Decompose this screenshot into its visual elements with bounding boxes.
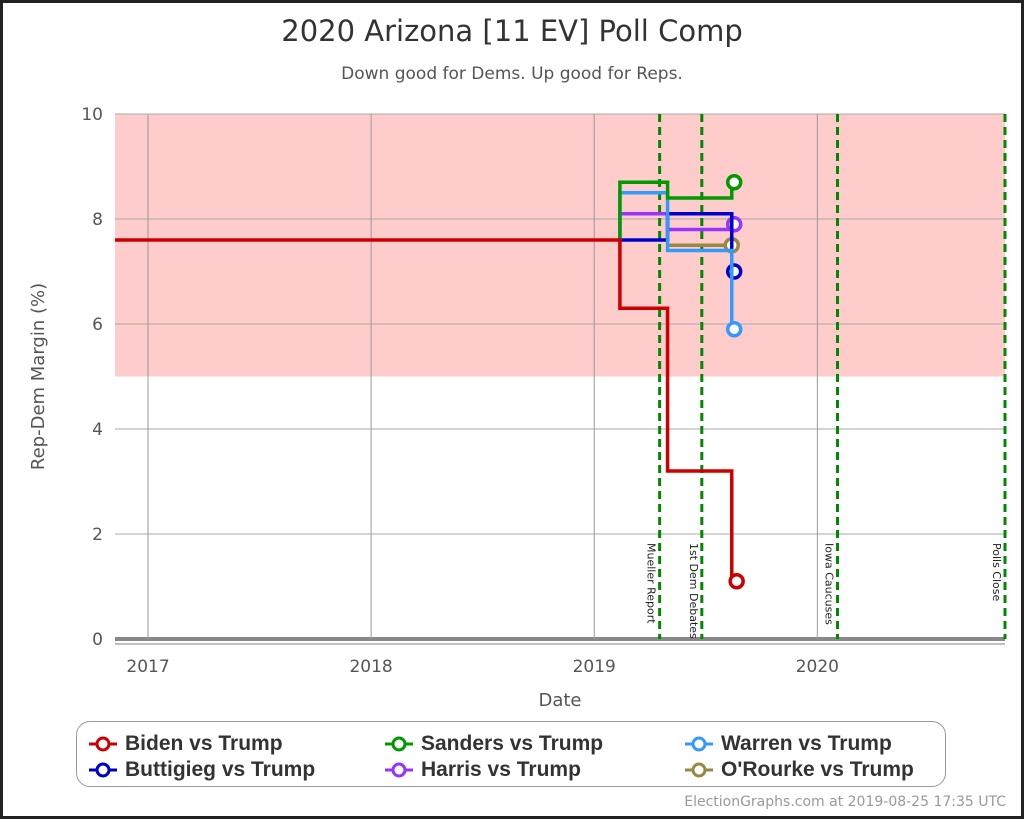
legend-item[interactable]: Harris vs Trump xyxy=(385,758,581,782)
legend-marker-icon xyxy=(685,762,713,778)
x-tick-label: 2020 xyxy=(796,657,839,677)
series-endpoint xyxy=(725,321,743,338)
event-label: Mueller Report xyxy=(645,543,658,624)
legend-item[interactable]: Buttigieg vs Trump xyxy=(89,758,315,782)
legend-label: Sanders vs Trump xyxy=(421,732,604,755)
legend-marker-icon xyxy=(89,762,117,778)
series-line xyxy=(115,238,737,583)
legend-item[interactable]: Biden vs Trump xyxy=(89,732,283,756)
x-tick-label: 2018 xyxy=(349,657,392,677)
y-tick-label: 0 xyxy=(92,630,103,650)
y-axis-label: Rep-Dem Margin (%) xyxy=(28,283,49,470)
shaded-band xyxy=(115,114,1005,377)
x-tick-label: 2017 xyxy=(126,657,169,677)
legend-item[interactable]: O'Rourke vs Trump xyxy=(685,758,914,782)
legend-item[interactable]: Sanders vs Trump xyxy=(385,732,603,756)
series-endpoint xyxy=(728,573,745,590)
legend-item[interactable]: Warren vs Trump xyxy=(685,732,892,756)
event-label: Iowa Caucuses xyxy=(823,543,836,625)
series-endpoint xyxy=(725,216,743,233)
legend-marker-icon xyxy=(685,736,713,752)
legend-label: Warren vs Trump xyxy=(721,732,892,755)
legend-marker-icon xyxy=(385,762,413,778)
legend-marker-icon xyxy=(89,736,117,752)
legend-label: Biden vs Trump xyxy=(125,732,283,755)
event-label: 1st Dem Debates xyxy=(687,543,700,639)
event-label: Polls Close xyxy=(990,543,1003,602)
legend-label: Harris vs Trump xyxy=(421,758,581,781)
x-tick-label: 2019 xyxy=(573,657,616,677)
y-tick-label: 8 xyxy=(92,210,103,230)
y-tick-label: 10 xyxy=(81,105,103,125)
series-endpoint xyxy=(725,263,743,280)
chart-subtitle: Down good for Dems. Up good for Reps. xyxy=(341,64,683,84)
chart-title: 2020 Arizona [11 EV] Poll Comp xyxy=(281,14,743,48)
legend-marker-icon xyxy=(385,736,413,752)
legend: Biden vs Trump Sanders vs Trump Warren vs … xyxy=(76,721,946,787)
y-tick-label: 4 xyxy=(92,420,103,440)
x-axis-label: Date xyxy=(538,690,581,711)
y-tick-label: 6 xyxy=(92,315,103,335)
credit-text: ElectionGraphs.com at 2019-08-25 17:35 U… xyxy=(684,794,1006,810)
legend-label: Buttigieg vs Trump xyxy=(125,758,316,781)
y-tick-label: 2 xyxy=(92,525,103,545)
series-endpoint xyxy=(725,174,743,191)
legend-label: O'Rourke vs Trump xyxy=(721,758,914,781)
